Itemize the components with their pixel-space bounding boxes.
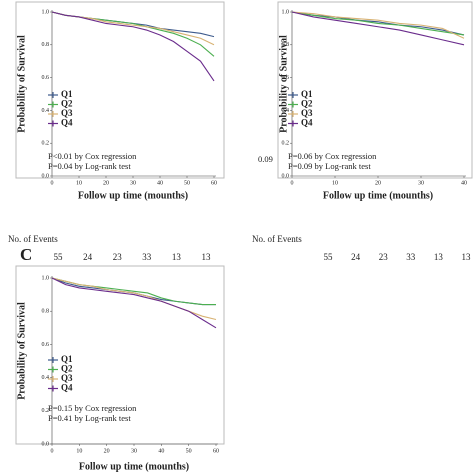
y-tick-label: 0.4 <box>42 108 50 114</box>
panel-frame <box>277 1 473 179</box>
events-count: 13 <box>202 252 212 262</box>
y-axis-title: Probability of Survival <box>16 35 27 133</box>
annotation: P=0.09 by Log-rank test <box>288 161 371 171</box>
survival-curve <box>51 11 215 38</box>
survival-curve <box>291 11 465 39</box>
x-tick-label: 30 <box>131 448 137 454</box>
x-tick-label: 40 <box>157 180 163 186</box>
legend-label: Q3 <box>61 373 73 383</box>
survival-curve <box>51 11 215 82</box>
annotation: P=0.06 by Cox regression <box>288 151 377 161</box>
panel-label: C <box>20 245 32 264</box>
x-tick-label: 10 <box>76 180 82 186</box>
legend-label: Q2 <box>61 99 73 109</box>
y-tick-label: 0.8 <box>282 42 290 48</box>
legend-label: Q4 <box>301 118 313 128</box>
y-axis-title: Probability of Survival <box>16 302 27 400</box>
events-count: 33 <box>142 252 152 262</box>
legend-label: Q4 <box>61 383 73 393</box>
survival-curve <box>51 277 217 329</box>
y-tick-label: 0.2 <box>282 141 290 147</box>
events-count: 55 <box>324 252 334 262</box>
events-count: 33 <box>406 252 416 262</box>
x-tick-label: 0 <box>291 180 294 186</box>
survival-curve <box>291 11 465 46</box>
legend-label: Q3 <box>61 108 73 118</box>
x-axis-title: Follow up time (mounths) <box>78 190 188 201</box>
annotation: P<0.01 by Cox regression <box>48 151 137 161</box>
y-tick-label: 0.8 <box>42 42 50 48</box>
y-tick-label: 0.6 <box>42 75 50 81</box>
legend-label: Q1 <box>301 89 313 99</box>
x-tick-label: 10 <box>332 180 338 186</box>
annotation: P=0.41 by Log-rank test <box>48 413 131 423</box>
legend-label: Q2 <box>301 99 313 109</box>
events-count: 23 <box>379 252 389 262</box>
y-tick-label: 0.2 <box>42 408 50 414</box>
x-tick-label: 40 <box>461 180 467 186</box>
x-tick-label: 0 <box>51 448 54 454</box>
y-tick-label: 0.4 <box>42 375 50 381</box>
y-axis-title: Probability of Survival <box>278 35 289 133</box>
legend-label: Q1 <box>61 89 73 99</box>
panel-frame <box>15 1 225 179</box>
side-text: 0.09 <box>258 154 273 164</box>
x-tick-label: 60 <box>211 180 217 186</box>
y-tick-label: 0.2 <box>42 141 50 147</box>
x-tick-label: 20 <box>104 448 110 454</box>
annotation: P=0.15 by Cox regression <box>48 403 137 413</box>
y-tick-label: 0.0 <box>282 173 290 179</box>
events-count: 55 <box>54 252 64 262</box>
x-axis-title: Follow up time (mounths) <box>79 461 189 472</box>
x-tick-label: 0 <box>51 180 54 186</box>
x-tick-label: 50 <box>184 180 190 186</box>
x-tick-label: 30 <box>418 180 424 186</box>
x-tick-label: 10 <box>76 448 82 454</box>
survival-curve <box>51 277 216 306</box>
x-tick-label: 50 <box>186 448 192 454</box>
events-count: 24 <box>83 252 93 262</box>
y-tick-label: 0.6 <box>282 75 290 81</box>
events-count: 13 <box>172 252 182 262</box>
y-tick-label: 0.4 <box>282 108 290 114</box>
legend-label: Q4 <box>61 118 73 128</box>
legend-label: Q3 <box>301 108 313 118</box>
x-tick-label: 20 <box>375 180 381 186</box>
y-tick-label: 1.0 <box>282 9 290 15</box>
y-tick-label: 1.0 <box>42 275 50 281</box>
events-count: 23 <box>113 252 123 262</box>
survival-curve <box>291 11 465 36</box>
events-label: No. of Events <box>252 234 302 244</box>
x-tick-label: 30 <box>130 180 136 186</box>
events-count: 13 <box>462 252 472 262</box>
survival-curve <box>51 11 215 57</box>
y-tick-label: 0.6 <box>42 342 50 348</box>
events-count: 24 <box>351 252 361 262</box>
events-label: No. of Events <box>8 234 58 244</box>
y-tick-label: 1.0 <box>42 9 50 15</box>
x-tick-label: 60 <box>213 448 219 454</box>
y-tick-label: 0.0 <box>42 173 50 179</box>
legend-label: Q2 <box>61 364 73 374</box>
x-tick-label: 20 <box>103 180 109 186</box>
y-tick-label: 0.0 <box>42 441 50 447</box>
y-tick-label: 0.8 <box>42 309 50 315</box>
x-tick-label: 40 <box>158 448 164 454</box>
legend-label: Q1 <box>61 354 73 364</box>
x-axis-title: Follow up time (mounths) <box>323 190 433 201</box>
events-count: 13 <box>434 252 444 262</box>
annotation: P=0.04 by Log-rank test <box>48 161 131 171</box>
